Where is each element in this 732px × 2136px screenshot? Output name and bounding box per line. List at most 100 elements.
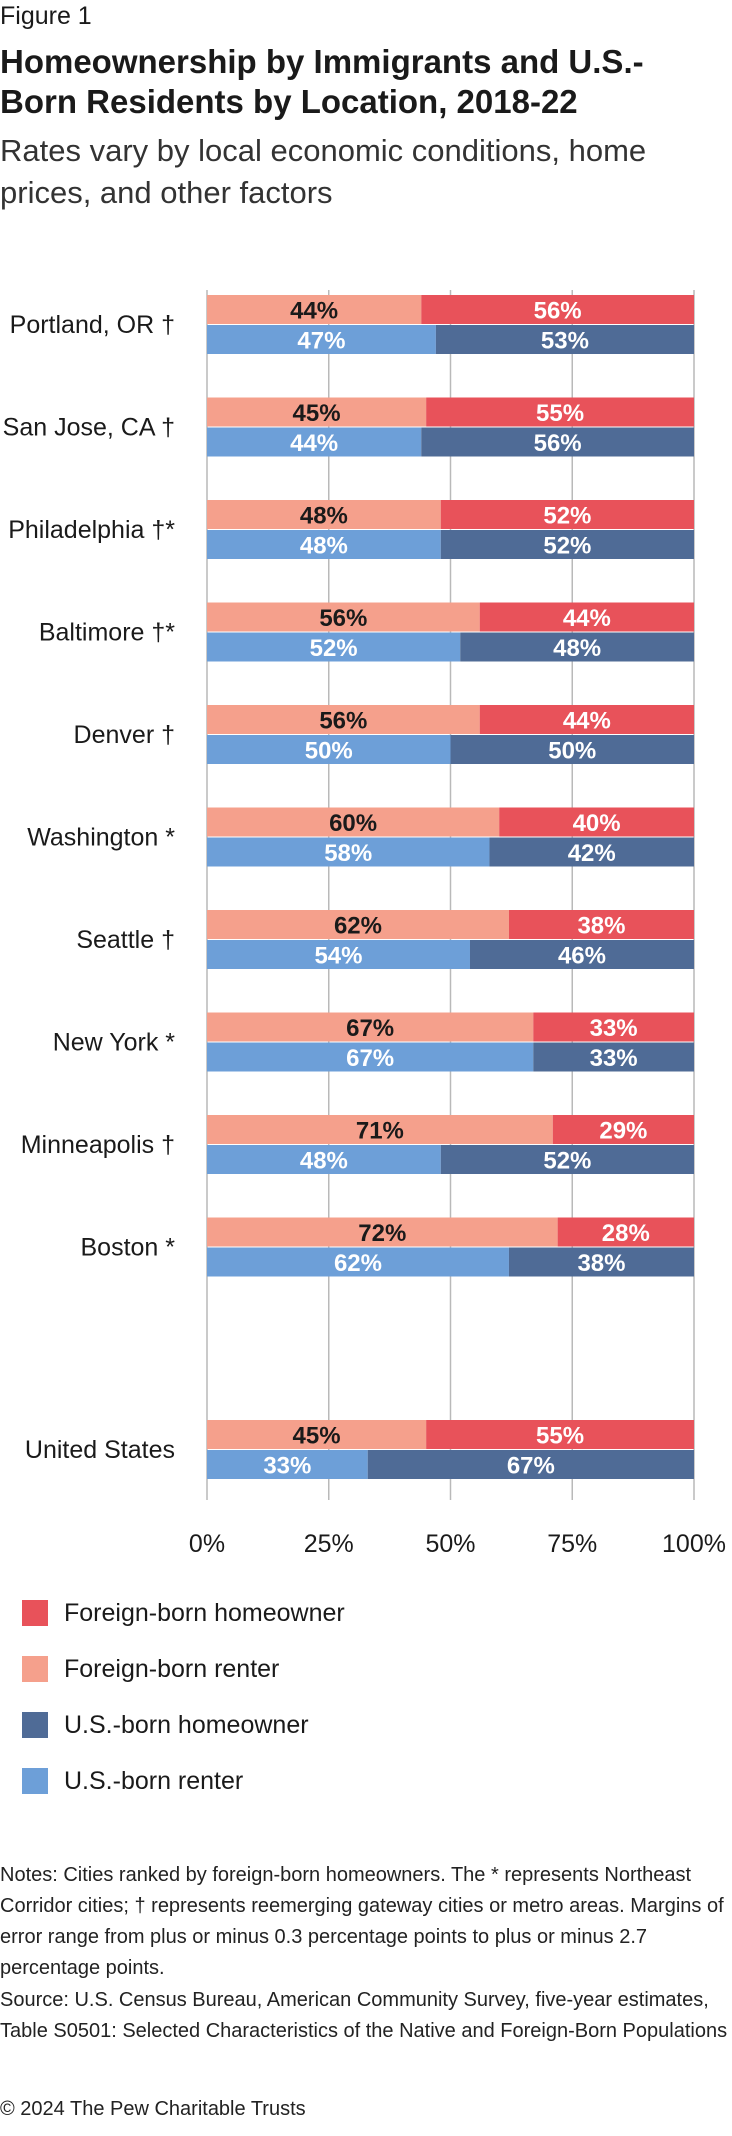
bar-segment [557,1217,694,1247]
category-label: Washington * [27,824,175,852]
legend-label: Foreign-born homeowner [64,1598,345,1627]
data-label: 67% [346,1045,394,1072]
figure-label: Figure 1 [0,2,92,30]
data-label: 29% [599,1118,647,1145]
bar-segment [489,837,694,867]
data-label: 71% [356,1118,404,1145]
x-tick-label: 25% [304,1530,354,1558]
bar-segment [479,602,694,632]
chart-title: Homeownership by Immigrants and U.S.-Bor… [0,43,644,120]
legend-item: Foreign-born renter [22,1641,345,1697]
bar-segment [207,530,441,559]
bar-segment [207,295,422,324]
bar-segment [207,910,509,939]
bar-segment [479,705,694,734]
bar-segment [207,705,480,734]
data-label: 47% [297,328,345,355]
legend-label: U.S.-born renter [64,1766,244,1795]
bar-segment [207,427,422,457]
bar-segment [426,397,694,427]
bar-segment [207,1042,534,1072]
legend-label: U.S.-born homeowner [64,1710,309,1739]
data-label: 56% [534,298,582,325]
category-label: Boston * [80,1234,175,1262]
data-label: 38% [577,913,625,940]
x-tick-label: 75% [547,1530,597,1558]
legend-item: U.S.-born renter [22,1753,345,1809]
bar-segment [207,325,436,354]
bar-segment [207,602,480,632]
bar-segment [207,1217,558,1247]
bar-segment [440,1145,694,1174]
data-label: 52% [543,503,591,530]
legend-swatch [22,1656,48,1682]
bar-segment [552,1115,694,1144]
legend-swatch [22,1768,48,1794]
category-label: New York * [53,1029,176,1057]
bar-segment [460,632,694,662]
data-label: 52% [543,533,591,560]
data-label: 28% [602,1220,650,1247]
data-label: 50% [305,738,353,765]
category-label: San Jose, CA † [3,414,175,442]
data-label: 33% [263,1453,311,1480]
bar-segment [207,1145,441,1174]
category-label: United States [25,1436,175,1464]
data-label: 33% [590,1015,638,1042]
bar-segment [207,397,427,427]
x-tick-label: 100% [662,1530,726,1558]
copyright: © 2024 The Pew Charitable Trusts [0,2098,306,2120]
data-label: 60% [329,810,377,837]
data-label: 38% [577,1250,625,1277]
data-label: 45% [293,1423,341,1450]
bar-segment [207,500,441,529]
bar-segment [533,1042,694,1072]
stacked-bar-chart: 0% 25% 50% 75% 100% 44% 56% 47% 53% Portland, OR … [3,290,726,1558]
data-label: 55% [536,1423,584,1450]
chart-subtitle: Rates vary by local economic conditions,… [0,133,647,210]
category-label: Portland, OR † [10,311,175,339]
data-label: 53% [541,328,589,355]
data-label: 50% [548,738,596,765]
data-label: 56% [319,708,367,735]
data-label: 67% [507,1453,555,1480]
data-label: 56% [534,430,582,457]
bar-segment [207,735,451,764]
legend-swatch [22,1600,48,1626]
bar-segment [508,910,694,939]
data-label: 52% [310,635,358,662]
bar-segment [499,807,694,837]
bar-segment [440,530,694,559]
category-label: Denver † [74,721,175,749]
bar-segment [440,500,694,529]
data-label: 62% [334,1250,382,1277]
data-label: 48% [553,635,601,662]
data-label: 54% [314,943,362,970]
category-label: Seattle † [76,926,175,954]
data-label: 52% [543,1148,591,1175]
data-label: 44% [290,298,338,325]
data-label: 44% [563,708,611,735]
bar-segment [508,1247,694,1277]
category-label: Philadelphia †* [8,516,175,544]
bar-segment [207,837,490,867]
x-tick-label: 0% [189,1530,225,1558]
bar-segment [367,1450,694,1479]
data-label: 55% [536,400,584,427]
bar-segment [426,1420,694,1449]
bar-segment [207,807,500,837]
bar-segment [207,1247,509,1277]
bar-segment [421,427,694,457]
bar-segment [435,325,694,354]
bar-segment [207,1450,368,1479]
source: Source: U.S. Census Bureau, American Com… [0,1989,728,2042]
data-label: 48% [300,503,348,530]
data-label: 44% [290,430,338,457]
x-tick-label: 50% [425,1530,475,1558]
data-label: 67% [346,1015,394,1042]
legend-item: Foreign-born homeowner [22,1585,345,1641]
legend-swatch [22,1712,48,1738]
data-label: 40% [573,810,621,837]
data-label: 46% [558,943,606,970]
bar-segment [207,632,461,662]
